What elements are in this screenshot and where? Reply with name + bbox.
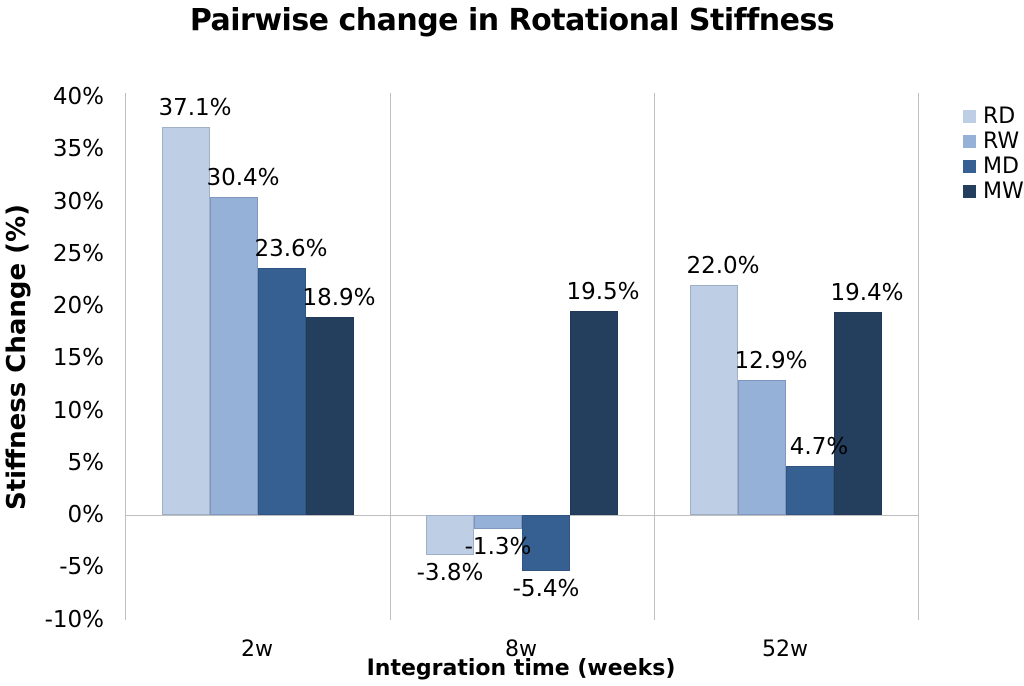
plot-area (125, 93, 919, 620)
y-tick-label: 35% (52, 136, 104, 163)
y-tick-label: 10% (52, 397, 104, 424)
bar-value-label: 4.7% (789, 433, 849, 460)
y-tick-label: 5% (67, 449, 105, 476)
bar-value-label: 12.9% (734, 348, 808, 375)
bar (522, 515, 570, 572)
legend-label: MD (983, 154, 1019, 179)
legend-item: RD (963, 104, 1024, 129)
legend-item: RW (963, 129, 1024, 154)
bar-value-label: 30.4% (206, 165, 280, 192)
bar (306, 317, 354, 515)
legend-swatch (963, 160, 976, 173)
legend-label: MW (983, 179, 1024, 204)
y-tick-label: 40% (52, 84, 104, 110)
x-category-label: 52w (762, 637, 808, 662)
x-category-label: 8w (505, 637, 537, 662)
bar-value-label: 22.0% (686, 253, 760, 280)
y-tick-label: 15% (52, 345, 104, 372)
bar (258, 268, 306, 515)
bar-value-label: 19.5% (566, 279, 640, 306)
bar-value-label: -1.3% (464, 533, 532, 560)
y-tick-label: -5% (59, 554, 104, 581)
bar (786, 465, 834, 515)
bar (210, 197, 258, 515)
y-tick-label: 25% (52, 240, 104, 267)
legend: RD RW MD MW (963, 104, 1024, 204)
y-tick-label: 30% (52, 188, 104, 215)
legend-swatch (963, 110, 976, 123)
legend-item: MW (963, 179, 1024, 204)
bar (474, 515, 522, 529)
bar-value-label: 19.4% (830, 280, 904, 307)
bar-value-label: 23.6% (254, 236, 328, 263)
x-category-label: 2w (241, 637, 273, 662)
bar (162, 127, 210, 515)
category-separator-line (390, 93, 391, 620)
category-separator-line (654, 93, 655, 620)
bar-value-label: -3.8% (416, 559, 484, 586)
legend-swatch (963, 185, 976, 198)
y-tick-label: 0% (67, 502, 105, 528)
bar (834, 312, 882, 515)
y-tick-label: 20% (52, 293, 104, 319)
bar-value-label: 18.9% (302, 285, 376, 312)
bar (570, 311, 618, 515)
bar (690, 285, 738, 515)
bar-value-label: 37.1% (158, 95, 232, 122)
chart-title: Pairwise change in Rotational Stiffness (189, 3, 835, 38)
x-axis-title: Integration time (weeks) (366, 656, 676, 681)
legend-label: RD (983, 104, 1016, 129)
y-tick-label: -10% (44, 606, 104, 633)
legend-label: RW (983, 129, 1020, 154)
legend-item: MD (963, 154, 1024, 179)
bar (738, 380, 786, 515)
bar (426, 515, 474, 555)
bar-value-label: -5.4% (512, 576, 580, 603)
legend-swatch (963, 135, 976, 148)
